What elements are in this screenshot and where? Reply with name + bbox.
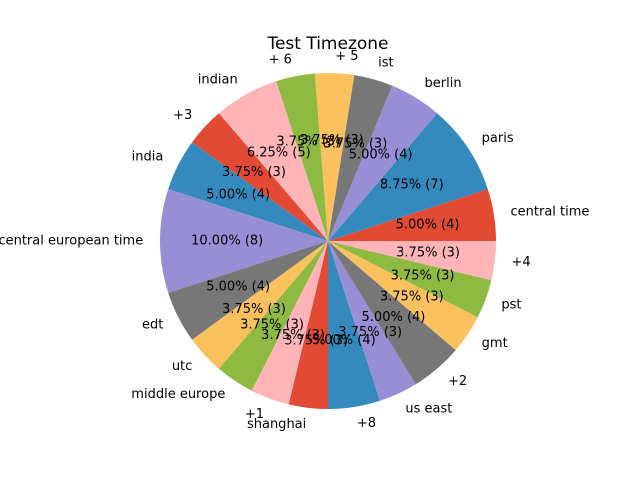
slice-percent-label: 3.75% (3) xyxy=(276,135,340,150)
pie-slice xyxy=(218,81,328,241)
slice-percent-label: 8.75% (7) xyxy=(380,178,444,193)
slice-percent-label: 5.00% (4) xyxy=(349,148,413,163)
pie-slice xyxy=(328,85,438,241)
slice-percent-label: 5.00% (4) xyxy=(396,218,460,233)
slice-label: edt xyxy=(142,317,163,332)
slice-label: +2 xyxy=(448,374,467,389)
slice-label: middle europe xyxy=(131,387,225,402)
slice-percent-label: 5.00% (4) xyxy=(206,188,270,203)
slice-percent-label: 3.75% (3) xyxy=(338,325,402,340)
slice-percent-label: 10.00% (8) xyxy=(191,234,263,249)
slice-label: us east xyxy=(405,401,452,416)
slice-label: central time xyxy=(511,205,590,220)
slice-label: central european time xyxy=(0,234,143,249)
slice-percent-label: 6.25% (5) xyxy=(247,146,311,161)
slice-label: ist xyxy=(378,56,393,71)
slice-percent-label: 5.00% (4) xyxy=(362,310,426,325)
slice-percent-label: 3.75% (3) xyxy=(396,245,460,260)
pie-slice xyxy=(314,73,355,241)
pie-slice xyxy=(328,241,496,281)
pie-slice xyxy=(251,241,328,405)
slice-label: utc xyxy=(172,359,192,374)
pie-slice xyxy=(192,241,328,369)
slice-percent-label: 3.75% (3) xyxy=(284,334,348,349)
pie-labels: central time 5.00% (4) paris 8.75% (7) berli… xyxy=(0,49,589,432)
slice-percent-label: 3.75% (3) xyxy=(261,328,325,343)
slice-label: shanghai xyxy=(247,417,306,432)
slice-label: gmt xyxy=(482,336,508,351)
slice-percent-label: 3.75% (3) xyxy=(323,136,387,151)
pie-slice xyxy=(168,142,328,241)
slice-percent-label: 3.75% (3) xyxy=(391,268,455,283)
pie-slice xyxy=(328,241,416,401)
pie-slice xyxy=(328,241,380,409)
slice-percent-label: 3.75% (3) xyxy=(380,290,444,305)
slice-label: berlin xyxy=(425,76,462,91)
pie-slice xyxy=(328,241,478,351)
slice-percent-label: 3.75% (3) xyxy=(222,302,286,317)
pie-slice xyxy=(328,241,492,318)
pie-slice xyxy=(288,241,328,410)
slice-label: pst xyxy=(501,297,521,312)
chart-title: Test Timezone xyxy=(266,34,388,54)
pie-slices xyxy=(159,73,496,410)
pie-slice xyxy=(218,241,328,391)
slice-label: +1 xyxy=(245,407,264,422)
slice-percent-label: 3.75% (3) xyxy=(240,317,304,332)
slice-label: india xyxy=(132,150,164,165)
pie-slice xyxy=(328,113,488,241)
slice-label: +8 xyxy=(357,416,376,431)
pie-slice xyxy=(328,189,496,241)
pie-slice xyxy=(328,75,393,241)
slice-label: indian xyxy=(198,72,238,87)
slice-percent-label: 5.00% (4) xyxy=(312,333,376,348)
slice-label: +3 xyxy=(173,108,192,123)
slice-label: + 6 xyxy=(269,52,292,67)
slice-percent-label: 3.75% (3) xyxy=(300,133,364,148)
slice-label: + 5 xyxy=(335,49,358,64)
slice-label: +4 xyxy=(512,255,531,270)
slice-label: paris xyxy=(482,131,514,146)
slice-percent-label: 3.75% (3) xyxy=(222,165,286,180)
pie-slice xyxy=(159,189,328,293)
pie-slice xyxy=(276,73,328,242)
pie-slice xyxy=(192,113,328,241)
pie-slice xyxy=(328,241,456,385)
slice-percent-label: 5.00% (4) xyxy=(206,279,270,294)
pie-slice xyxy=(168,241,328,340)
